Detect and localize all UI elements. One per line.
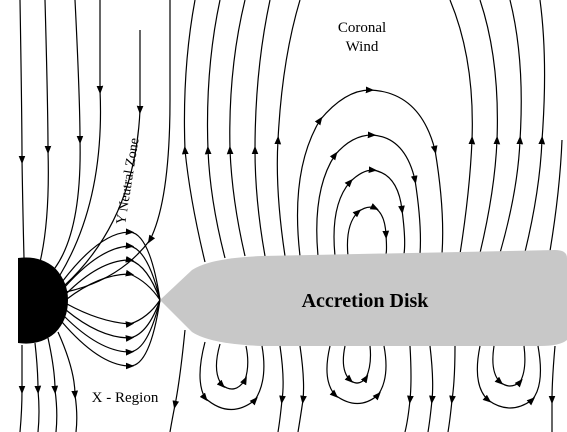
left-field-lines (20, 0, 170, 292)
central-star (18, 257, 68, 343)
x-region-label: X - Region (92, 390, 159, 406)
coronal-label: Coronal (338, 20, 386, 36)
lower-left-lines (20, 332, 77, 432)
neutral-zone-label: Y Neutral Zone (114, 137, 142, 226)
star-loops (62, 232, 160, 366)
lower-loops (200, 342, 540, 410)
diagram: Coronal Wind Y Neutral Zone Accretion Di… (0, 0, 567, 432)
coronal-loops (298, 90, 443, 256)
disk-label: Accretion Disk (302, 290, 430, 312)
wind-label: Wind (346, 39, 379, 55)
